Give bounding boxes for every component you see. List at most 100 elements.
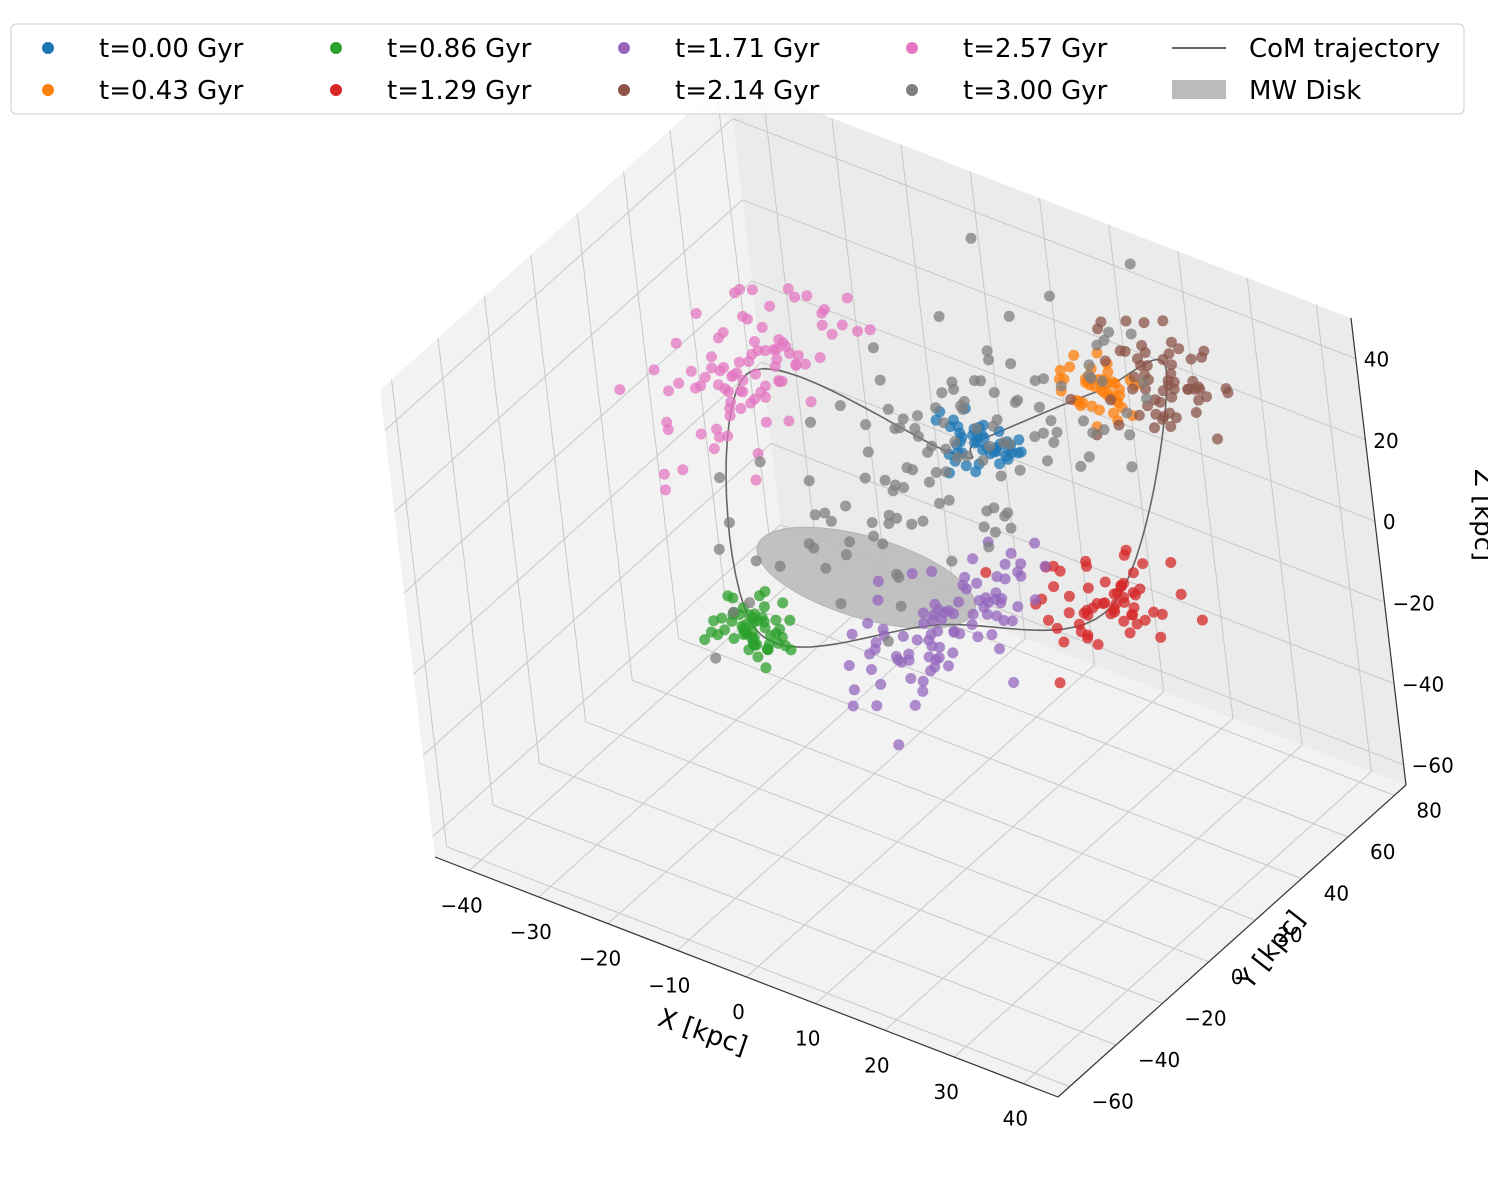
z-axis-line [1350,317,1407,786]
data-point [1131,618,1143,630]
data-point [716,612,728,624]
data-point [784,614,796,626]
data-point [695,428,707,440]
x-grid-back [1177,251,1234,719]
data-point [933,652,945,664]
data-point [728,633,740,644]
data-point [862,446,874,458]
data-point [949,436,961,448]
data-point [1128,371,1140,383]
data-point [1005,522,1017,534]
legend-frame [10,23,1465,115]
data-point [947,647,959,659]
data-point [774,376,786,388]
data-point [1063,590,1075,602]
data-point [1005,358,1017,370]
data-point [1132,353,1143,365]
data-point [1008,677,1020,688]
z-grid-left [413,361,762,675]
data-point [765,630,777,642]
x-tick-label: −30 [510,920,552,944]
data-point [1105,394,1117,406]
data-point [1093,404,1105,416]
data-point [844,536,856,548]
data-point [930,467,942,478]
data-point [1038,373,1049,385]
data-point [1110,598,1122,610]
data-point [1003,310,1015,322]
data-point [978,521,990,533]
data-point [826,328,838,340]
data-point [1083,451,1095,463]
y-tick-label: 60 [1370,840,1395,864]
data-point [1163,379,1175,391]
data-point [960,460,972,472]
data-point [816,319,828,331]
data-point [1054,677,1066,689]
data-point [972,631,984,643]
data-point [892,654,904,666]
legend-item: t=1.71 Gyr [618,34,820,64]
data-point [1114,345,1126,357]
data-point [882,403,894,415]
data-point [938,607,950,618]
data-point [750,555,762,567]
data-point [1198,345,1210,357]
data-point [903,654,915,666]
data-point [660,484,671,496]
data-point [748,612,760,624]
data-point [983,354,995,366]
data-point [946,555,958,567]
data-point [752,448,764,460]
data-point [988,502,1000,514]
z-tick-label: 20 [1373,429,1398,453]
y-tick-label: −40 [1138,1048,1180,1072]
y-grid-floor [446,846,1070,1088]
data-point [722,590,734,602]
data-point [780,640,791,652]
data-point [893,739,905,751]
data-point [917,515,929,527]
data-point [1029,375,1041,387]
legend: t=0.00 Gyr t=0.43 Gyr t=0.86 Gyr t=1.29 Gyr… [10,23,1465,115]
data-point [943,660,954,672]
series-6 [614,283,876,496]
data-point [864,324,876,336]
data-point [750,368,762,380]
legend-label: t=1.71 Gyr [675,34,820,64]
data-point [953,596,965,608]
data-point [1170,412,1182,424]
data-point [1108,588,1120,600]
data-point [994,458,1006,470]
data-point [971,423,983,434]
data-point [819,507,831,519]
data-point [758,616,770,628]
y-grid-left [669,129,726,598]
legend-label: MW Disk [1249,76,1361,106]
y-axis-line [1057,784,1407,1098]
data-point [1121,407,1133,419]
data-point [862,617,874,629]
data-point [1124,429,1136,441]
x-tick-label: 40 [1003,1107,1028,1131]
data-point [840,500,852,512]
data-point [1042,455,1053,467]
data-point [1125,328,1137,340]
data-point [706,351,717,363]
data-point [990,587,1002,599]
data-point [1175,588,1187,600]
data-point [952,421,964,433]
data-point [1013,434,1025,446]
data-point [771,343,783,355]
com-trajectory-line [725,358,1168,648]
data-point [673,377,685,389]
x-axis-line [434,856,1059,1098]
data-point [1185,353,1197,365]
legend-marker [906,84,918,96]
data-point [820,562,832,574]
grid-lines [384,88,1407,1098]
legend-label: t=0.43 Gyr [99,76,244,106]
data-point [859,472,871,484]
data-point [801,290,813,302]
